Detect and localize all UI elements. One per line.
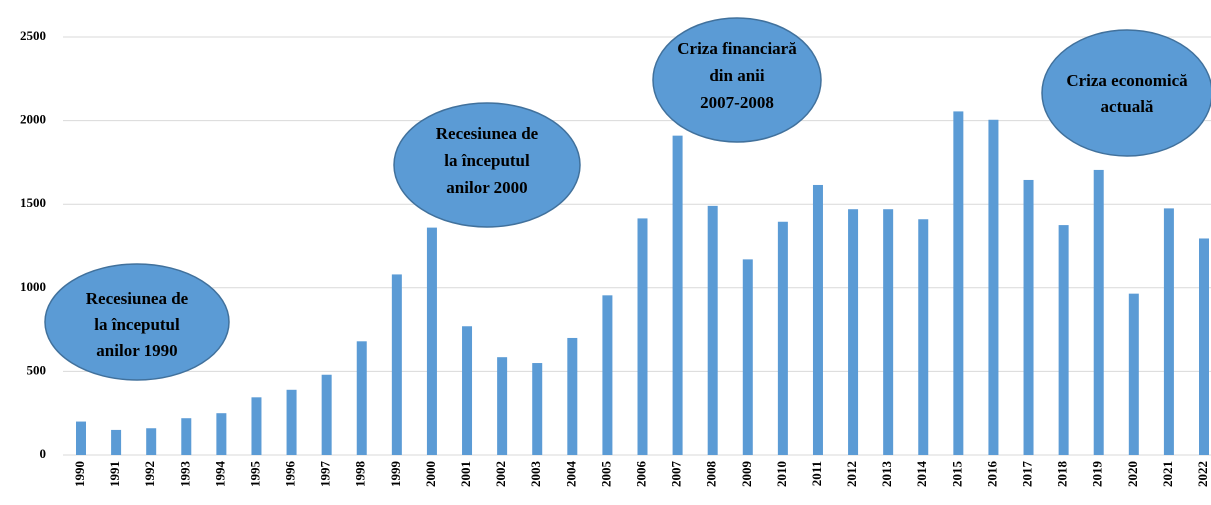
x-tick-label: 2020 [1125,461,1140,487]
x-tick-label: 2011 [809,461,824,486]
x-tick-label: 2008 [704,461,719,488]
annotation-text: Recesiunea de [436,124,539,143]
bar [567,337,578,455]
y-tick-label: 2500 [20,28,46,43]
x-tick-label: 1993 [177,461,192,488]
x-tick-label: 2009 [739,461,754,488]
bar [918,219,929,455]
annotation-text: anilor 2000 [446,178,527,197]
annotation-text: din anii [709,66,765,85]
x-tick-label: 2018 [1055,461,1070,488]
x-tick-label: 2003 [528,461,543,488]
x-tick-label: 1992 [142,461,157,487]
x-tick-label: 1994 [212,461,227,488]
bar [672,135,683,455]
x-tick-label: 2021 [1160,461,1175,487]
y-tick-label: 0 [40,446,47,461]
x-tick-label: 2012 [844,461,859,487]
bar [988,119,999,455]
x-tick-label: 2000 [423,461,438,487]
y-tick-label: 2000 [20,112,46,127]
bar [777,221,788,455]
x-tick-label: 2010 [774,461,789,487]
bar [286,389,297,455]
x-tick-label: 2005 [598,461,613,488]
annotation-text: Criza economică [1066,71,1188,90]
bar [321,374,332,455]
x-tick-label: 1995 [247,461,262,488]
y-tick-label: 500 [27,362,47,377]
bar [1128,293,1139,455]
x-tick-label: 2013 [879,461,894,488]
annotation-text: la începutul [444,151,530,170]
bars: 1990 1991 1992 1993 1994 1995 1996 1997 1998 1999… [72,111,1210,487]
annotation-text: Criza financiară [677,39,797,58]
bar [1093,169,1104,455]
bar [356,341,367,455]
bar [742,259,753,455]
bar [1023,179,1034,455]
x-tick-label: 2015 [949,461,964,488]
bar [1058,225,1069,455]
bar [602,295,613,455]
x-tick-label: 1996 [283,461,298,488]
annotation: Criza financiară din anii 2007-2008 [652,17,822,143]
bar [497,357,508,455]
y-tick-label: 1500 [20,195,46,210]
bar [251,397,262,455]
x-tick-label: 1999 [388,461,403,488]
bar [181,418,192,455]
annotation: Criza economică actuală [1041,29,1211,157]
x-tick-label: 2004 [563,461,578,488]
x-tick-label: 1997 [318,461,333,488]
x-tick-label: 2019 [1090,461,1105,488]
bar [216,413,227,455]
x-tick-label: 2002 [493,461,508,487]
y-tick-label: 1000 [20,279,46,294]
bar [462,326,473,455]
annotation-bubble [44,263,230,381]
annotation-bubble [1041,29,1211,157]
annotation-text: actuală [1101,97,1154,116]
x-tick-label: 2017 [1020,461,1035,488]
x-tick-label: 1991 [107,461,122,487]
bar [76,421,86,455]
x-tick-label: 2007 [669,461,684,488]
annotation: Recesiunea de la începutul anilor 2000 [393,102,581,228]
annotation: Recesiunea de la începutul anilor 1990 [44,263,230,381]
x-tick-label: 2006 [633,461,648,488]
bar [848,209,859,455]
x-tick-label: 2016 [984,461,999,488]
x-tick-label: 2001 [458,461,473,487]
bar [111,429,122,455]
annotation-text: Recesiunea de [86,289,189,308]
bar [391,274,402,455]
bar [707,205,718,455]
annotation-text: 2007-2008 [700,93,774,112]
bar [146,428,157,455]
annotation-text: la începutul [94,315,180,334]
bar [953,111,964,456]
annotation-bubble [393,102,581,228]
bar [1199,238,1209,455]
x-tick-label: 1990 [72,461,87,487]
bar [532,363,543,455]
x-tick-label: 2022 [1195,461,1210,487]
bar [883,209,894,455]
grid: 0 500 1000 1500 2000 2500 [20,28,1211,461]
bar [426,227,437,455]
annotation-text: anilor 1990 [96,341,177,360]
bar [637,218,648,455]
x-tick-label: 1998 [353,461,368,488]
annotation-bubble [652,17,822,143]
bar [1163,208,1174,455]
x-tick-label: 2014 [914,461,929,488]
bar [812,184,823,456]
